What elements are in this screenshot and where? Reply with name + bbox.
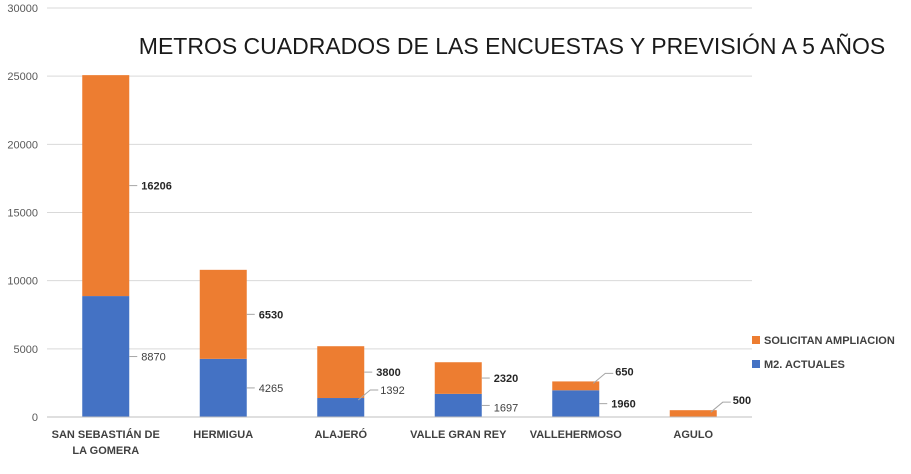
data-label: 2320 — [494, 373, 518, 385]
legend-swatch — [752, 336, 760, 344]
data-labels: 8870 16206 4265 6530 1392 3800 1697 2320 1960 650… — [141, 181, 751, 415]
legend-label: SOLICITAN AMPLIACION — [764, 335, 895, 347]
x-tick-label: ALAJERÓ — [314, 428, 367, 441]
bar-segment — [199, 358, 247, 417]
bar-segment — [199, 269, 247, 359]
y-tick-label: 5000 — [14, 344, 38, 356]
data-label: 650 — [615, 366, 633, 378]
leader-line — [592, 372, 614, 384]
x-tick-label: VALLE GRAN REY — [410, 429, 507, 441]
y-tick-label: 0 — [32, 412, 38, 424]
data-label: 500 — [733, 395, 751, 407]
y-tick-label: 30000 — [7, 3, 38, 15]
y-tick-label: 20000 — [7, 139, 38, 151]
data-label: 4265 — [259, 383, 283, 395]
bar-segment — [317, 346, 365, 399]
data-label: 6530 — [259, 309, 283, 321]
bar-segment — [434, 393, 482, 417]
data-label: 3800 — [376, 367, 400, 379]
data-label: 16206 — [141, 181, 172, 193]
bar-segment — [82, 296, 130, 417]
x-tick-label: AGULO — [673, 429, 713, 441]
y-axis: 0 5000 10000 15000 20000 25000 30000 — [7, 3, 38, 424]
legend: SOLICITAN AMPLIACION M2. ACTUALES — [752, 335, 895, 371]
legend-swatch — [752, 360, 760, 368]
gridlines — [47, 7, 752, 350]
leader-line — [357, 389, 379, 401]
x-tick-label: HERMIGUA — [193, 429, 253, 441]
data-label: 1697 — [494, 402, 518, 414]
chart-title: METROS CUADRADOS DE LAS ENCUESTAS Y PREV… — [139, 33, 885, 59]
y-tick-label: 10000 — [7, 276, 38, 288]
label-leader-lines — [129, 185, 731, 413]
leader-line — [710, 401, 731, 413]
data-label: 1960 — [611, 399, 635, 411]
data-label: 1392 — [380, 385, 404, 397]
bar-segment — [82, 75, 130, 297]
y-tick-label: 25000 — [7, 71, 38, 83]
legend-label: M2. ACTUALES — [764, 359, 845, 371]
bar-segment — [317, 398, 365, 417]
bars — [82, 75, 717, 417]
x-tick-label: SAN SEBASTIÁN DE — [52, 428, 160, 441]
y-tick-label: 15000 — [7, 208, 38, 220]
bar-segment — [552, 390, 600, 417]
data-label: 8870 — [141, 352, 165, 364]
x-tick-label: VALLEHERMOSO — [530, 429, 623, 441]
x-axis: SAN SEBASTIÁN DE LA GOMERA HERMIGUA ALAJERÓ… — [47, 416, 752, 457]
x-tick-label: LA GOMERA — [72, 445, 139, 457]
bar-segment — [552, 381, 600, 391]
bar-segment — [669, 410, 717, 417]
bar-segment — [434, 362, 482, 394]
